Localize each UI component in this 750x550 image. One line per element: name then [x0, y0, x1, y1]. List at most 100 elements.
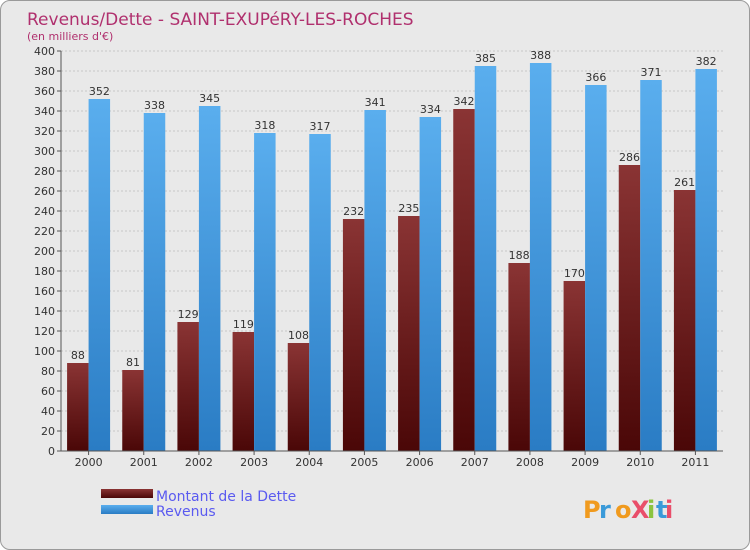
data-label: 388 — [530, 49, 551, 62]
x-tick-label: 2009 — [571, 456, 599, 469]
legend: Montant de la Dette Revenus — [101, 489, 296, 520]
x-axis-ticks: 2000 2001 2002 2003 2004 2005 2006 2007 2008 2009… — [75, 451, 709, 469]
x-tick-label: 2005 — [350, 456, 378, 469]
chart-title: Revenus/Dette - SAINT-EXUPéRY-LES-ROCHES — [27, 10, 414, 30]
y-tick-label: 260 — [34, 185, 55, 198]
y-tick-label: 60 — [41, 385, 55, 398]
y-tick-label: 160 — [34, 285, 55, 298]
bar-dette — [122, 370, 144, 451]
bar-dette — [453, 109, 475, 451]
x-tick-label: 2004 — [295, 456, 323, 469]
data-label: 371 — [641, 66, 662, 79]
x-tick-label: 2006 — [406, 456, 434, 469]
data-label: 119 — [233, 318, 254, 331]
y-tick-label: 240 — [34, 205, 55, 218]
bar-revenus — [529, 63, 552, 451]
bar-dette — [232, 332, 255, 451]
y-axis-ticks: 0 20 40 60 80 100 120 140 160 180 200 220 240 260 280 3… — [34, 45, 61, 458]
bars — [67, 63, 717, 451]
data-label: 342 — [454, 95, 475, 108]
y-tick-label: 180 — [34, 265, 55, 278]
data-label: 129 — [178, 308, 199, 321]
y-tick-label: 0 — [48, 445, 55, 458]
bar-revenus — [419, 117, 442, 451]
data-label: 286 — [619, 151, 640, 164]
bar-dette — [67, 363, 89, 451]
y-tick-label: 20 — [41, 425, 55, 438]
logo-letter: X — [631, 496, 650, 524]
data-label: 352 — [89, 85, 110, 98]
bar-dette — [673, 190, 696, 451]
y-tick-label: 360 — [34, 85, 55, 98]
x-tick-label: 2008 — [516, 456, 544, 469]
logo-letter: o — [615, 496, 632, 524]
bar-revenus — [364, 110, 386, 451]
logo-letter: t — [656, 496, 667, 524]
data-label: 235 — [398, 202, 419, 215]
legend-swatch-dette — [101, 489, 153, 498]
y-tick-label: 320 — [34, 125, 55, 138]
legend-label-dette: Montant de la Dette — [156, 489, 296, 505]
data-label: 338 — [144, 99, 165, 112]
data-label: 317 — [310, 120, 331, 133]
bar-dette — [508, 263, 530, 451]
data-label: 188 — [509, 249, 530, 262]
bar-dette — [342, 219, 365, 451]
bar-dette — [287, 343, 310, 451]
bar-revenus — [309, 134, 331, 451]
bar-revenus — [198, 106, 221, 451]
chart-subtitle: (en milliers d'€) — [27, 30, 113, 43]
bar-revenus — [695, 69, 717, 451]
bar-revenus — [585, 85, 607, 451]
data-label: 341 — [365, 96, 386, 109]
bar-dette — [618, 165, 641, 451]
bar-revenus — [143, 113, 166, 451]
proxiti-logo: Pr o Xi ti — [583, 496, 673, 524]
data-label: 81 — [126, 356, 140, 369]
bar-revenus — [640, 80, 662, 451]
y-tick-label: 140 — [34, 305, 55, 318]
logo-letter: i — [647, 496, 655, 524]
legend-label-revenus: Revenus — [156, 504, 216, 520]
bar-dette — [398, 216, 420, 451]
data-label: 88 — [71, 349, 85, 362]
data-label: 232 — [343, 205, 364, 218]
data-label: 334 — [420, 103, 441, 116]
x-tick-label: 2001 — [130, 456, 158, 469]
legend-swatch-revenus — [101, 505, 153, 514]
data-label: 261 — [674, 176, 695, 189]
x-tick-label: 2003 — [240, 456, 268, 469]
y-tick-label: 80 — [41, 365, 55, 378]
bar-revenus — [474, 66, 497, 451]
x-tick-label: 2007 — [461, 456, 489, 469]
y-tick-label: 200 — [34, 245, 55, 258]
data-label: 318 — [254, 119, 275, 132]
data-label: 382 — [696, 55, 717, 68]
y-tick-label: 120 — [34, 325, 55, 338]
bar-dette — [177, 322, 199, 451]
data-labels: 88 352 81 338 129 345 119 318 108 317 232 341 235 334… — [71, 49, 717, 369]
logo-letter: P — [583, 496, 601, 524]
bar-revenus — [88, 99, 111, 451]
y-tick-label: 280 — [34, 165, 55, 178]
bar-revenus — [254, 133, 276, 451]
y-tick-label: 220 — [34, 225, 55, 238]
data-label: 345 — [199, 92, 220, 105]
data-label: 385 — [475, 52, 496, 65]
data-label: 366 — [585, 71, 606, 84]
x-tick-label: 2011 — [681, 456, 709, 469]
logo-letter: i — [665, 496, 673, 524]
data-label: 108 — [288, 329, 309, 342]
y-tick-label: 340 — [34, 105, 55, 118]
y-tick-label: 300 — [34, 145, 55, 158]
y-tick-label: 380 — [34, 65, 55, 78]
y-tick-label: 400 — [34, 45, 55, 58]
x-tick-label: 2010 — [626, 456, 654, 469]
y-tick-label: 40 — [41, 405, 55, 418]
bar-dette — [563, 281, 586, 451]
data-label: 170 — [564, 267, 585, 280]
x-tick-label: 2000 — [75, 456, 103, 469]
x-tick-label: 2002 — [185, 456, 213, 469]
